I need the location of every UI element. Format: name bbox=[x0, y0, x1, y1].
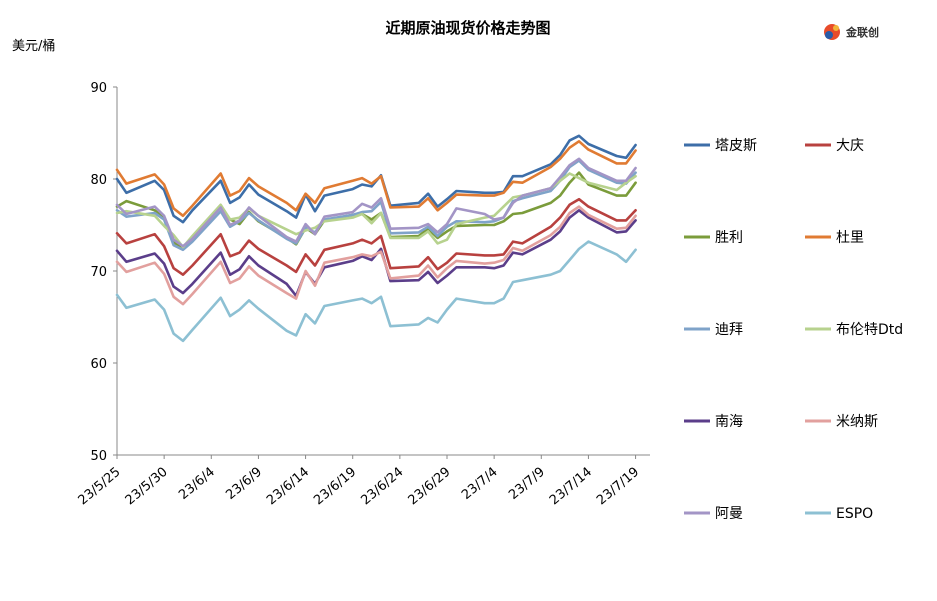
x-tick-label: 23/6/24 bbox=[358, 465, 406, 509]
legend-label: 布伦特Dtd bbox=[836, 322, 903, 338]
legend-label: 阿曼 bbox=[715, 506, 743, 522]
legend-item: 南海 bbox=[684, 414, 743, 430]
legend-item: 布伦特Dtd bbox=[805, 322, 903, 338]
series-line-8 bbox=[115, 157, 637, 248]
x-tick-label: 23/7/14 bbox=[547, 465, 595, 509]
legend-label: 米纳斯 bbox=[836, 414, 878, 430]
x-tick-label: 23/6/9 bbox=[223, 465, 265, 503]
x-ticks: 23/5/25 23/5/30 23/6/4 23/6/9 23/6/14 23/6/19… bbox=[76, 455, 642, 509]
x-tick-label: 23/6/14 bbox=[264, 465, 312, 509]
legend-label: 南海 bbox=[715, 414, 743, 430]
legend-item: 塔皮斯 bbox=[684, 138, 757, 154]
x-tick-label: 23/7/4 bbox=[459, 465, 501, 503]
chart-title: 近期原油现货价格走势图 bbox=[385, 19, 550, 37]
legend-label: ESPO bbox=[836, 506, 873, 522]
x-tick-label: 23/6/19 bbox=[311, 465, 359, 509]
y-tick-label: 70 bbox=[90, 265, 107, 280]
series-line-7 bbox=[115, 205, 637, 306]
legend-label: 塔皮斯 bbox=[715, 138, 757, 154]
x-tick-label: 23/5/25 bbox=[76, 465, 124, 509]
logo-text: 金联创 bbox=[845, 25, 879, 39]
legend-item: 杜里 bbox=[805, 230, 864, 246]
legend-item: ESPO bbox=[805, 506, 873, 522]
y-tick-label: 90 bbox=[90, 81, 107, 96]
series-line-1 bbox=[115, 197, 637, 277]
y-tick-label: 50 bbox=[90, 449, 107, 464]
x-tick-label: 23/6/4 bbox=[176, 465, 218, 503]
x-tick-label: 23/6/29 bbox=[406, 465, 454, 509]
series-line-9 bbox=[115, 240, 637, 343]
x-tick-label: 23/7/9 bbox=[506, 465, 548, 503]
series-lines bbox=[115, 134, 637, 343]
series-line-3 bbox=[115, 140, 637, 218]
legend-label: 迪拜 bbox=[715, 322, 743, 338]
legend-label: 胜利 bbox=[715, 230, 743, 246]
legend-item: 胜利 bbox=[684, 230, 743, 246]
legend-label: 大庆 bbox=[836, 138, 864, 154]
y-tick-label: 60 bbox=[90, 357, 107, 372]
y-ticks: 50 60 70 80 90 bbox=[90, 81, 117, 464]
y-axis-unit-label: 美元/桶 bbox=[12, 39, 55, 54]
legend-label: 杜里 bbox=[836, 230, 864, 246]
legend-item: 米纳斯 bbox=[805, 414, 878, 430]
legend-item: 阿曼 bbox=[684, 506, 743, 522]
brand-logo: 金联创 bbox=[824, 24, 879, 40]
legend-item: 大庆 bbox=[805, 138, 864, 154]
legend-item: 迪拜 bbox=[684, 322, 743, 338]
y-tick-label: 80 bbox=[90, 173, 107, 188]
x-tick-label: 23/7/19 bbox=[594, 465, 642, 509]
x-tick-label: 23/5/30 bbox=[123, 465, 171, 509]
axes bbox=[116, 87, 650, 456]
